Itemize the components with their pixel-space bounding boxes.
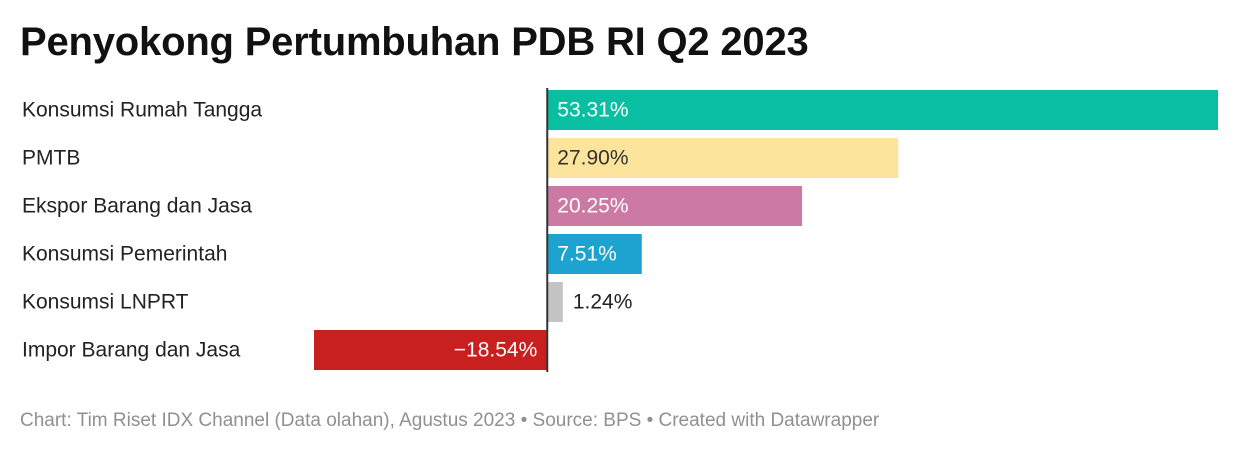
category-label: Konsumsi Rumah Tangga xyxy=(22,99,262,122)
bar xyxy=(314,330,548,370)
category-label: PMTB xyxy=(22,147,80,170)
category-label: Konsumsi Pemerintah xyxy=(22,243,227,266)
value-label: 7.51% xyxy=(557,243,617,266)
bar xyxy=(547,90,1218,130)
value-label: 53.31% xyxy=(557,99,628,122)
bar xyxy=(547,138,899,178)
chart-title: Penyokong Pertumbuhan PDB RI Q2 2023 xyxy=(20,20,809,64)
category-label: Konsumsi LNPRT xyxy=(22,291,189,314)
category-label: Impor Barang dan Jasa xyxy=(22,339,241,362)
value-label: 20.25% xyxy=(557,195,628,218)
value-label: 27.90% xyxy=(557,147,628,170)
bar-chart: Konsumsi Rumah Tangga PMTB Ekspor Barang d… xyxy=(22,88,1218,372)
bars xyxy=(314,90,1218,370)
category-labels: Konsumsi Rumah Tangga PMTB Ekspor Barang d… xyxy=(22,99,262,362)
category-label: Ekspor Barang dan Jasa xyxy=(22,195,252,218)
bar xyxy=(547,282,563,322)
bar xyxy=(547,234,642,274)
chart-footer: Chart: Tim Riset IDX Channel (Data olaha… xyxy=(20,410,880,431)
value-label: 1.24% xyxy=(573,291,633,314)
value-labels: 53.31% 27.90% 20.25% 7.51% 1.24% −18.54% xyxy=(454,99,633,362)
bar xyxy=(547,186,803,226)
value-label: −18.54% xyxy=(454,339,538,362)
